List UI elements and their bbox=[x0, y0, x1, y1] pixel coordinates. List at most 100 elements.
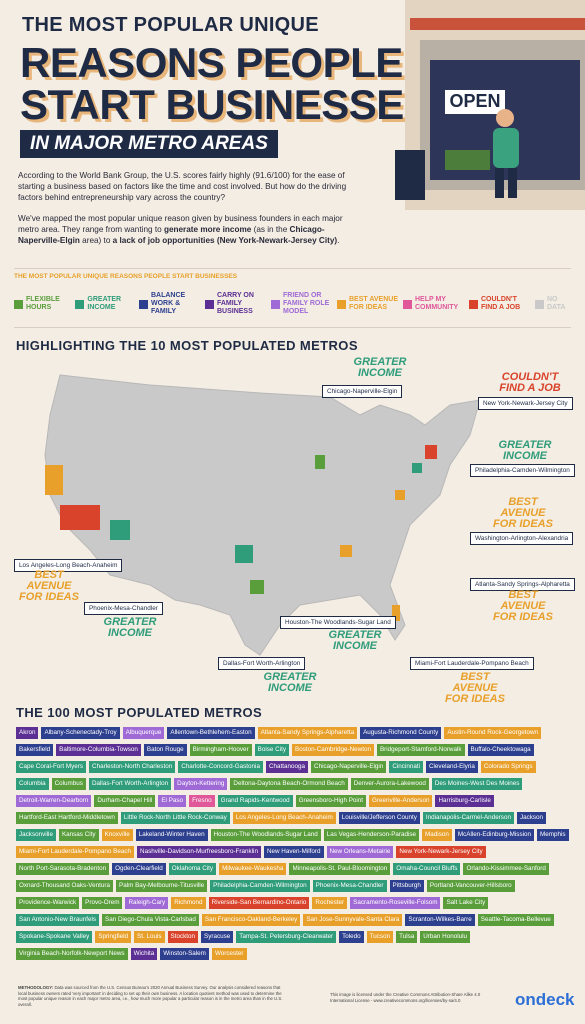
metro-tag: Buffalo-Cheektowaga bbox=[467, 744, 534, 756]
section-title: The 100 Most Populated Metros bbox=[16, 705, 263, 720]
metro-tag: Cape Coral-Fort Myers bbox=[16, 761, 87, 773]
open-sign: OPEN bbox=[449, 91, 500, 111]
legend-item: Couldn't Find a Job bbox=[468, 296, 535, 312]
metro-tag: Knoxville bbox=[101, 829, 133, 841]
metro-tag: Bridgeport-Stamford-Norwalk bbox=[376, 744, 465, 756]
region bbox=[250, 580, 264, 594]
metro-tag: Charleston-North Charleston bbox=[89, 761, 176, 773]
metro-tag: Augusta-Richmond County bbox=[360, 727, 442, 739]
intro-text: a lack of job opportunities (New York-Ne… bbox=[112, 236, 338, 245]
intro-text: We've mapped the most popular unique rea… bbox=[18, 214, 343, 234]
legend-label: Carry on Family Business bbox=[216, 292, 254, 315]
legend-swatch bbox=[402, 299, 412, 309]
region bbox=[392, 605, 400, 621]
metro-tag: Scranton-Wilkes-Barre bbox=[405, 914, 475, 926]
legend-label: Friend or Family Role Model bbox=[282, 292, 330, 315]
callout-reason: Greater Income bbox=[353, 356, 407, 379]
metro-tag: Chicago-Naperville-Elgin bbox=[311, 761, 387, 773]
legend-swatch bbox=[336, 299, 346, 309]
metro-tag: Akron bbox=[16, 727, 39, 739]
metro-tag: Columbia bbox=[16, 778, 49, 790]
metro-tag: Milwaukee-Waukesha bbox=[219, 863, 287, 875]
metro-tag: Salt Lake City bbox=[443, 897, 489, 909]
metro-tag: Baltimore-Columbia-Towson bbox=[56, 744, 141, 756]
legend-label: No Data bbox=[546, 296, 566, 311]
metro-tag: Tampa-St. Petersburg-Clearwater bbox=[236, 931, 337, 943]
callout-label: Miami-Fort Lauderdale-Pompano Beach bbox=[410, 657, 534, 670]
intro-paragraph: We've mapped the most popular unique rea… bbox=[18, 213, 348, 246]
metro-tag: Lakeland-Winter Haven bbox=[135, 829, 208, 841]
metro-tag: Louisville/Jefferson County bbox=[338, 812, 420, 824]
region bbox=[425, 445, 437, 459]
callout-label: Atlanta-Sandy Springs-Alpharetta bbox=[470, 578, 575, 591]
metro-tag: Provo-Orem bbox=[82, 897, 123, 909]
region bbox=[45, 465, 63, 495]
legend-label: Balance Work & Family bbox=[150, 292, 186, 315]
intro-text: generate more income bbox=[163, 225, 252, 234]
metro-tag: San Antonio-New Braunfels bbox=[16, 914, 100, 926]
legend: The Most Popular Unique Reasons People S… bbox=[14, 268, 571, 328]
metro-tag: Houston-The Woodlands-Sugar Land bbox=[210, 829, 321, 841]
us-map bbox=[44, 374, 481, 656]
legend-label: Help My Community bbox=[414, 296, 459, 311]
region bbox=[412, 463, 422, 473]
metro-tag: Fresno bbox=[189, 795, 215, 807]
callout-reason: Best Avenue for Ideas bbox=[445, 671, 505, 705]
metro-tag: Springfield bbox=[95, 931, 132, 943]
metro-tag: Winston-Salem bbox=[160, 948, 209, 960]
metro-tag: Hartford-East Hartford-Middletown bbox=[16, 812, 118, 824]
region bbox=[340, 545, 352, 557]
metro-tag: Little Rock-North Little Rock-Conway bbox=[120, 812, 230, 824]
callout-label: Los Angeles-Long Beach-Anaheim bbox=[14, 559, 123, 572]
metro-tag: New York-Newark-Jersey City bbox=[396, 846, 486, 858]
metro-tag: Jacksonville bbox=[16, 829, 56, 841]
storefront-illustration: OPEN bbox=[395, 0, 585, 210]
callout-label: New York-Newark-Jersey City bbox=[478, 397, 573, 410]
metro-tag: Columbus bbox=[51, 778, 86, 790]
metro-tag: Seattle-Tacoma-Bellevue bbox=[477, 914, 554, 926]
metro-tag: Pittsburgh bbox=[389, 880, 424, 892]
metro-tag: Dayton-Kettering bbox=[174, 778, 228, 790]
metro-tag: Madison bbox=[422, 829, 452, 841]
metro-tag: Minneapolis-St. Paul-Bloomington bbox=[289, 863, 391, 875]
metro-tag: Los Angeles-Long Beach-Anaheim bbox=[232, 812, 336, 824]
legend-item: Carry on Family Business bbox=[204, 292, 271, 316]
metro-tag: McAllen-Edinburg-Mission bbox=[454, 829, 534, 841]
metro-tag: Denver-Aurora-Lakewood bbox=[350, 778, 429, 790]
legend-swatch bbox=[204, 299, 214, 309]
metro-tag: Chattanooga bbox=[265, 761, 309, 773]
callout-reason: Greater Income bbox=[103, 616, 157, 639]
legend-swatch bbox=[75, 299, 85, 309]
metro-tag: Virginia Beach-Norfolk-Newport News bbox=[16, 948, 128, 960]
metro-tag: Memphis bbox=[537, 829, 569, 841]
callout-label: Chicago-Naperville-Elgin bbox=[322, 385, 403, 398]
metro-tag: Raleigh-Cary bbox=[125, 897, 169, 909]
methodology-text: Data was sourced from the U.S. Census Bu… bbox=[18, 985, 283, 1007]
title-main: Start Businesses bbox=[20, 81, 432, 128]
callout-reason: Greater Income bbox=[328, 629, 382, 652]
legend-swatch bbox=[14, 299, 23, 309]
metro-tag: North Port-Sarasota-Bradenton bbox=[16, 863, 110, 875]
metro-tag: Cincinnati bbox=[389, 761, 423, 773]
intro-paragraph: According to the World Bank Group, the U… bbox=[18, 170, 348, 203]
legend-title: The Most Popular Unique Reasons People S… bbox=[14, 273, 238, 280]
intro-text: . bbox=[337, 236, 340, 245]
callout-reason: Best Avenue for Ideas bbox=[19, 569, 79, 603]
metro-tag: Orlando-Kissimmee-Sanford bbox=[463, 863, 549, 875]
title-top: The Most Popular Unique bbox=[22, 14, 319, 36]
metro-tags: Akron Albany-Schenectady-Troy Albuquerque A… bbox=[16, 727, 571, 960]
metro-tag: Riverside-San Bernardino-Ontario bbox=[208, 897, 310, 909]
metro-tag: New Orleans-Metairie bbox=[326, 846, 394, 858]
metro-tag: Wichita bbox=[130, 948, 158, 960]
metro-tag: Jackson bbox=[516, 812, 547, 824]
metro-tag: Sacramento-Roseville-Folsom bbox=[350, 897, 441, 909]
metro-tag: Grand Rapids-Kentwood bbox=[217, 795, 293, 807]
metro-tag: Palm Bay-Melbourne-Titusville bbox=[116, 880, 208, 892]
metro-tag: Bakersfield bbox=[16, 744, 54, 756]
metro-tag: New Haven-Milford bbox=[263, 846, 324, 858]
callout-reason: Couldn't Find a Job bbox=[499, 371, 561, 394]
region bbox=[235, 545, 253, 563]
methodology-label: METHODOLOGY: bbox=[18, 985, 54, 990]
callout-label: Philadelphia-Camden-Wilmington bbox=[470, 464, 575, 477]
